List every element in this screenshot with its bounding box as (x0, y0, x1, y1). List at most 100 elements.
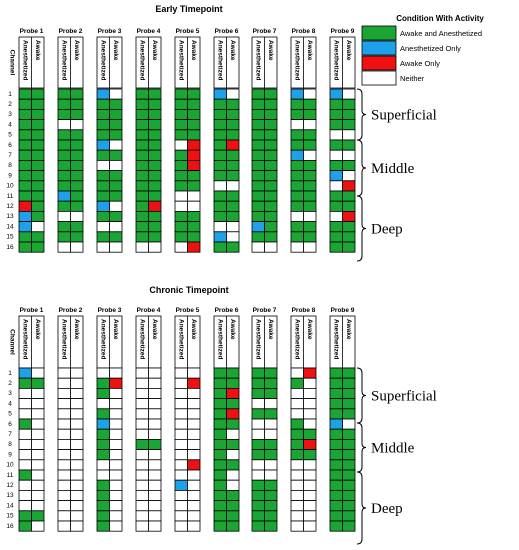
activity-cell (109, 377, 123, 389)
activity-cell (135, 200, 149, 212)
activity-cell (70, 210, 84, 222)
activity-cell (329, 500, 343, 512)
activity-cell (135, 489, 149, 501)
activity-cell (213, 139, 227, 151)
activity-cell (70, 149, 84, 161)
activity-cell (57, 418, 71, 430)
region-brace (356, 471, 367, 545)
activity-cell (303, 479, 317, 491)
activity-cell (187, 520, 201, 532)
activity-cell (226, 190, 240, 202)
activity-cell (174, 119, 188, 131)
activity-cell (70, 459, 84, 471)
probe-label: Probe 3 (98, 28, 122, 35)
activity-cell (31, 88, 45, 100)
activity-cell (174, 438, 188, 450)
column-label: Anesthetized (139, 319, 146, 359)
activity-cell (251, 231, 265, 243)
region-label: Middle (371, 161, 415, 177)
probe-label: Probe 6 (215, 28, 239, 35)
activity-cell (109, 408, 123, 420)
activity-cell (57, 231, 71, 243)
channel-number: 9 (8, 172, 12, 179)
activity-cell (70, 241, 84, 253)
activity-cell (70, 418, 84, 430)
activity-cell (187, 119, 201, 131)
column-label: Awake (306, 40, 313, 61)
region-label: Deep (371, 501, 403, 517)
activity-cell (290, 500, 304, 512)
activity-cell (96, 170, 110, 182)
channel-number: 15 (6, 513, 14, 520)
activity-cell (251, 387, 265, 399)
activity-cell (251, 159, 265, 171)
column-label: Anesthetized (178, 319, 185, 359)
activity-cell (213, 428, 227, 440)
activity-cell (226, 387, 240, 399)
activity-cell (342, 221, 356, 233)
activity-cell (174, 241, 188, 253)
activity-cell (251, 109, 265, 121)
activity-cell (187, 200, 201, 212)
activity-cell (264, 200, 278, 212)
activity-cell (303, 489, 317, 501)
activity-cell (226, 98, 240, 110)
activity-cell (290, 159, 304, 171)
activity-cell (174, 418, 188, 430)
activity-cell (31, 489, 45, 501)
activity-cell (303, 180, 317, 192)
probe-label: Probe 1 (20, 28, 44, 35)
activity-cell (290, 377, 304, 389)
probe-label: Probe 9 (331, 28, 355, 35)
activity-cell (251, 489, 265, 501)
region-brace (356, 139, 367, 197)
activity-cell (290, 398, 304, 410)
activity-cell (329, 200, 343, 212)
activity-cell (18, 210, 32, 222)
column-label: Awake (151, 319, 158, 340)
activity-cell (251, 449, 265, 461)
column-label: Awake (112, 319, 119, 340)
activity-cell (226, 489, 240, 501)
activity-cell (135, 109, 149, 121)
activity-cell (264, 387, 278, 399)
activity-cell (342, 241, 356, 253)
activity-cell (18, 418, 32, 430)
column-label: Anesthetized (100, 40, 107, 80)
activity-cell (57, 129, 71, 141)
activity-cell (96, 129, 110, 141)
activity-cell (135, 88, 149, 100)
activity-cell (18, 170, 32, 182)
activity-cell (213, 489, 227, 501)
column-label: Anesthetized (178, 40, 185, 80)
activity-cell (251, 367, 265, 379)
channel-number: 11 (7, 472, 14, 479)
column-label: Anesthetized (294, 319, 301, 359)
activity-cell (96, 438, 110, 450)
activity-cell (329, 469, 343, 481)
activity-cell (290, 109, 304, 121)
activity-cell (148, 159, 162, 171)
activity-cell (96, 449, 110, 461)
activity-cell (135, 387, 149, 399)
activity-cell (148, 398, 162, 410)
activity-cell (303, 500, 317, 512)
activity-cell (31, 408, 45, 420)
activity-cell (70, 469, 84, 481)
activity-cell (342, 438, 356, 450)
activity-cell (174, 387, 188, 399)
activity-cell (226, 159, 240, 171)
activity-cell (226, 479, 240, 491)
activity-cell (57, 159, 71, 171)
activity-cell (96, 418, 110, 430)
activity-cell (96, 377, 110, 389)
activity-cell (96, 149, 110, 161)
activity-cell (290, 489, 304, 501)
channel-header: Channel (8, 50, 15, 76)
activity-cell (96, 500, 110, 512)
activity-cell (18, 449, 32, 461)
activity-cell (96, 231, 110, 243)
activity-cell (135, 231, 149, 243)
activity-cell (264, 149, 278, 161)
